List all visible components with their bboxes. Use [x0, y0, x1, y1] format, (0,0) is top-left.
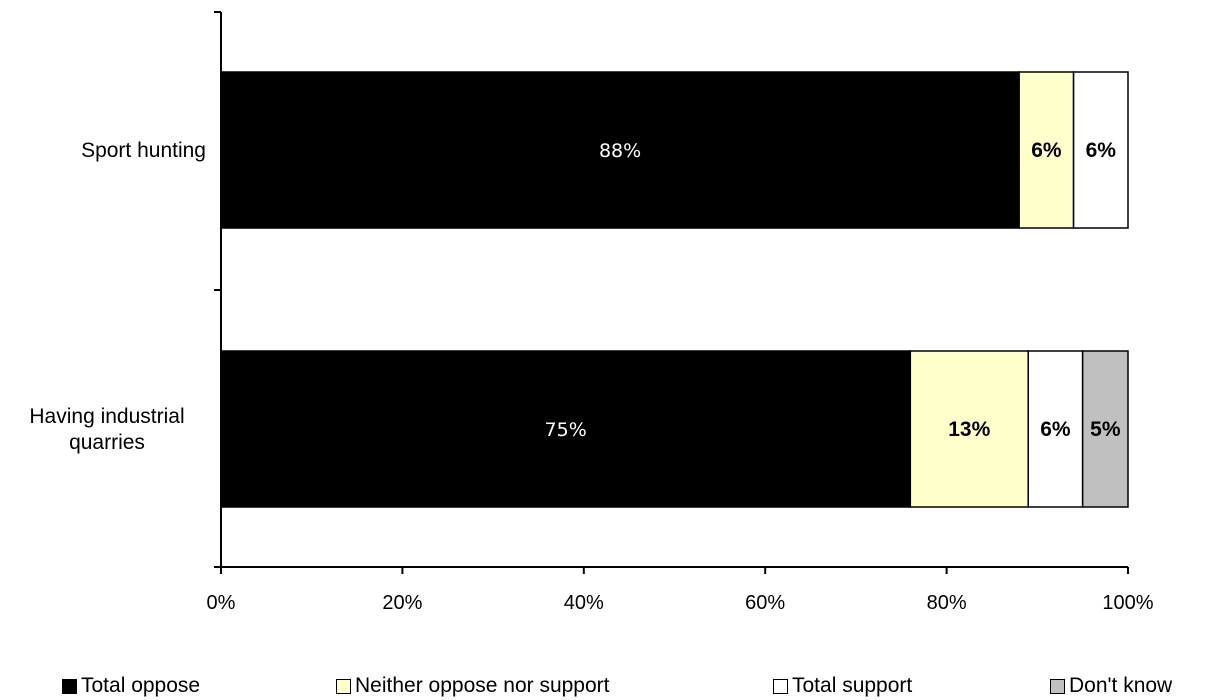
data-label-2-1: 6%	[1040, 418, 1071, 441]
x-tick-label-5: 100%	[1102, 592, 1153, 614]
legend-label-dont-know: Don't know	[1069, 674, 1173, 697]
bar-segment-0-0	[220, 71, 1020, 229]
legend-item-dont-know: Don't know	[1050, 672, 1172, 700]
legend-item-neither: Neither oppose nor support	[336, 672, 610, 700]
bar-segment-2-0	[1072, 71, 1129, 229]
legend: Total oppose Neither oppose nor support …	[0, 672, 1212, 700]
legend-item-total-support: Total support	[773, 672, 912, 700]
bar-segment-1-1	[909, 350, 1029, 508]
data-label-2-0: 6%	[1086, 139, 1117, 162]
legend-swatch-total-oppose	[62, 678, 77, 694]
legend-label-total-support: Total support	[792, 674, 913, 697]
category-label-1-0: Having industrial	[29, 405, 184, 428]
x-tick-label-1: 20%	[382, 592, 422, 614]
axes-group	[214, 11, 1129, 574]
category-label-0-0: Sport hunting	[81, 139, 206, 162]
bar-segment-2-1	[1027, 350, 1084, 508]
x-tick-label-3: 60%	[745, 592, 785, 614]
bars-group	[220, 71, 1129, 508]
legend-swatch-neither	[336, 678, 351, 694]
category-labels-group: Sport hunting Having industrial quarries	[29, 139, 206, 454]
legend-label-total-oppose: Total oppose	[81, 674, 201, 697]
data-label-1-1: 13%	[948, 418, 990, 441]
x-tick-label-0: 0%	[207, 592, 236, 614]
bar-segment-3-1	[1081, 350, 1129, 508]
x-tick-label-4: 80%	[927, 592, 967, 614]
data-label-1-0: 6%	[1031, 139, 1062, 162]
legend-label-neither: Neither oppose nor support	[355, 674, 610, 697]
data-label-0-1: 75%	[545, 419, 587, 441]
legend-swatch-dont-know	[1050, 678, 1065, 694]
bar-segment-1-0	[1018, 71, 1075, 229]
data-label-0-0: 88%	[599, 140, 641, 162]
legend-swatch-total-support	[773, 678, 788, 694]
tick-labels-group: 0% 20% 40% 60% 80% 100%	[207, 592, 1154, 614]
legend-item-total-oppose: Total oppose	[62, 672, 200, 700]
data-label-3-1: 5%	[1090, 418, 1121, 441]
value-labels-group: 88% 6% 6% 75% 13% 6% 5%	[545, 139, 1121, 441]
category-label-1-1: quarries	[69, 431, 145, 454]
x-tick-label-2: 40%	[564, 592, 604, 614]
bar-segment-0-1	[220, 350, 912, 508]
